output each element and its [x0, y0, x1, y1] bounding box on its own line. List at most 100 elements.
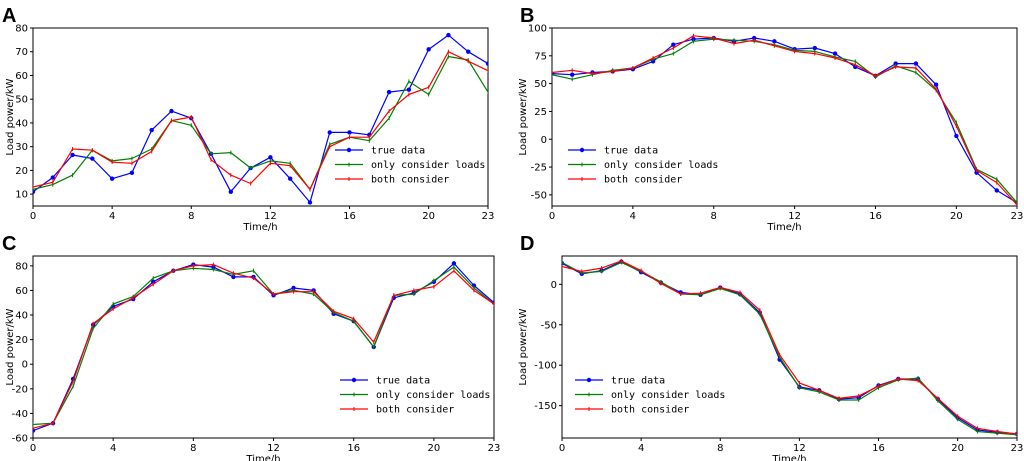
x-tick-label: 20: [951, 443, 964, 454]
data-point-true-data: [291, 285, 296, 291]
data-point-true-data: [446, 32, 451, 38]
series-line-both: [33, 264, 494, 429]
legend-label: only consider loads: [376, 390, 490, 401]
legend-marker-true-data: [346, 147, 352, 153]
data-point-true-data: [70, 152, 75, 158]
y-tick-label: 0: [551, 280, 557, 291]
x-tick-label: 4: [110, 443, 116, 454]
x-tick-label: 8: [717, 443, 723, 454]
legend-label: only consider loads: [604, 160, 718, 171]
x-tick-label: 16: [343, 211, 356, 222]
panel-c: C 0 4 8 12 16 20 23 -60 -40 -20 0 20 40 60 80 Time/h Load…: [2, 233, 500, 461]
series-group: [552, 33, 1017, 206]
y-tick-label: 60: [15, 71, 28, 82]
data-point-true-data: [671, 42, 676, 47]
x-axis-label: Time/h: [245, 454, 280, 461]
x-tick-label: 20: [428, 443, 441, 454]
y-tick-label: 80: [15, 261, 28, 272]
data-point-true-data: [933, 82, 939, 87]
x-axis-label: Time/h: [242, 222, 277, 233]
x-tick-label: 0: [559, 443, 565, 454]
plot-frame: [32, 27, 489, 207]
x-tick-label: 16: [872, 443, 885, 454]
series-line-only-loads: [33, 55, 488, 190]
series-group: [562, 258, 1017, 437]
y-tick-label: -150: [534, 401, 557, 412]
x-tick-label: 23: [1011, 443, 1024, 454]
legend-marker-true-data: [351, 377, 357, 383]
y-axis-label: Load power/kW: [5, 78, 16, 155]
x-tick-label: 23: [482, 211, 495, 222]
x-axis-label: Time/h: [766, 222, 801, 233]
y-axis-label: Load power/kW: [518, 308, 529, 385]
data-point-true-data: [772, 39, 777, 44]
legend: true data only consider loads both conside…: [340, 376, 490, 416]
y-tick-label: 20: [15, 335, 28, 346]
y-tick-label: 50: [534, 79, 547, 90]
x-tick-label: 23: [1011, 211, 1024, 222]
x-tick-label: 16: [347, 443, 360, 454]
legend-label: both consider: [611, 405, 689, 416]
y-tick-label: -100: [534, 361, 557, 372]
panel-letter: A: [2, 5, 16, 27]
y-tick-label: 20: [15, 166, 28, 177]
panel-a: A 0 4 8 12 16 20 23 10 20 30 40 50 60 70 80 Time/h Load p…: [2, 5, 494, 233]
data-point-true-data: [149, 127, 154, 133]
x-tick-label: 4: [109, 211, 115, 222]
data-point-true-data: [386, 89, 392, 95]
legend: true data only consider loads both conside…: [568, 146, 718, 186]
data-point-true-data: [33, 428, 36, 433]
x-tick-label: 12: [264, 211, 277, 222]
legend-label: true data: [371, 146, 425, 157]
data-point-true-data: [231, 274, 236, 280]
x-tick-label: 8: [188, 211, 194, 222]
data-point-true-data: [109, 176, 115, 181]
data-point-true-data: [211, 264, 216, 270]
data-point-true-data: [90, 156, 95, 161]
data-point-true-data: [50, 175, 55, 180]
panel-letter: C: [2, 233, 16, 255]
series-line-only-loads: [562, 261, 1017, 436]
x-tick-label: 8: [190, 443, 196, 454]
data-point-true-data: [691, 36, 696, 42]
y-tick-label: 0: [541, 135, 547, 146]
legend-label: only consider loads: [611, 390, 725, 401]
x-axis-label: Time/h: [771, 454, 806, 461]
y-tick-label: -50: [531, 190, 547, 201]
y-tick-label: 70: [15, 47, 28, 58]
legend: true data only consider loads both conside…: [575, 376, 725, 416]
data-point-true-data: [169, 108, 174, 114]
x-tick-label: 0: [30, 211, 36, 222]
data-point-true-data: [327, 130, 332, 135]
legend-marker-true-data: [586, 377, 592, 383]
x-tick-label: 16: [869, 211, 882, 222]
data-point-true-data: [994, 188, 999, 193]
legend: true data only consider loads both conside…: [335, 146, 485, 186]
legend-label: only consider loads: [371, 160, 485, 171]
series-line-both: [33, 51, 488, 190]
data-point-true-data: [406, 87, 412, 92]
y-tick-label: 50: [15, 95, 28, 106]
x-tick-label: 4: [638, 443, 644, 454]
data-point-true-data: [33, 189, 36, 194]
legend-label: both consider: [376, 405, 454, 416]
legend-label: both consider: [371, 175, 449, 186]
data-point-true-data: [451, 261, 457, 266]
x-tick-label: 8: [711, 211, 717, 222]
y-tick-label: 100: [528, 24, 547, 35]
series-line-both: [562, 260, 1017, 435]
x-tick-label: 12: [788, 211, 801, 222]
x-tick-label: 12: [267, 443, 280, 454]
data-point-true-data: [307, 200, 313, 205]
plot-frame: [561, 255, 1018, 439]
data-point-true-data: [485, 61, 488, 66]
data-point-true-data: [466, 49, 471, 54]
y-tick-label: -40: [12, 409, 28, 420]
series-group: [33, 32, 488, 205]
data-point-true-data: [893, 61, 898, 66]
data-point-true-data: [812, 45, 818, 51]
series-line-only-loads: [33, 266, 494, 426]
legend-label: true data: [376, 376, 430, 387]
x-tick-label: 20: [422, 211, 435, 222]
